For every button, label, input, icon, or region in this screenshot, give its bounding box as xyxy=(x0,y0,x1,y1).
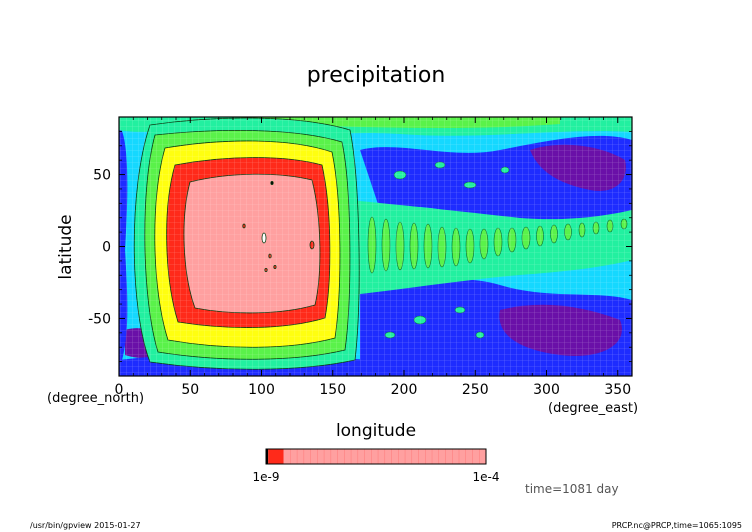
colorbar-segment xyxy=(268,449,284,464)
footer-left: /usr/bin/gpview 2015-01-27 xyxy=(30,521,141,530)
x-axis-label: longitude xyxy=(336,421,416,441)
x-axis-unit: (degree_east) xyxy=(548,401,638,416)
y-tick-label: 50 xyxy=(93,168,111,184)
y-axis-unit: (degree_north) xyxy=(47,391,144,406)
y-axis-label: latitude xyxy=(56,214,76,279)
colorbar: 1e-9 1e-4 xyxy=(253,448,500,484)
x-axis: 0 50 100 150 200 250 300 350 xyxy=(115,117,631,398)
x-tick-label: 300 xyxy=(533,382,560,398)
plot-area xyxy=(119,117,632,376)
colorbar-left-label: 1e-9 xyxy=(253,470,280,484)
x-tick-label: 100 xyxy=(248,382,275,398)
x-tick-label: 200 xyxy=(391,382,418,398)
colorbar-segment xyxy=(266,449,269,464)
x-tick-label: 150 xyxy=(319,382,346,398)
chart-title: precipitation xyxy=(307,63,446,88)
x-tick-label: 0 xyxy=(115,382,124,398)
y-tick-label: 0 xyxy=(102,240,111,256)
x-tick-label: 250 xyxy=(462,382,489,398)
footer-right: PRCP.nc@PRCP,time=1065:1095 xyxy=(612,521,742,530)
x-tick-label: 350 xyxy=(604,382,631,398)
grid-overlay xyxy=(119,117,632,376)
colorbar-frame xyxy=(265,448,487,465)
y-axis: -50 0 50 xyxy=(88,130,632,363)
colorbar-right-label: 1e-4 xyxy=(473,470,500,484)
time-label: time=1081 day xyxy=(525,482,619,496)
y-tick-label: -50 xyxy=(88,311,111,327)
x-tick-label: 50 xyxy=(181,382,199,398)
